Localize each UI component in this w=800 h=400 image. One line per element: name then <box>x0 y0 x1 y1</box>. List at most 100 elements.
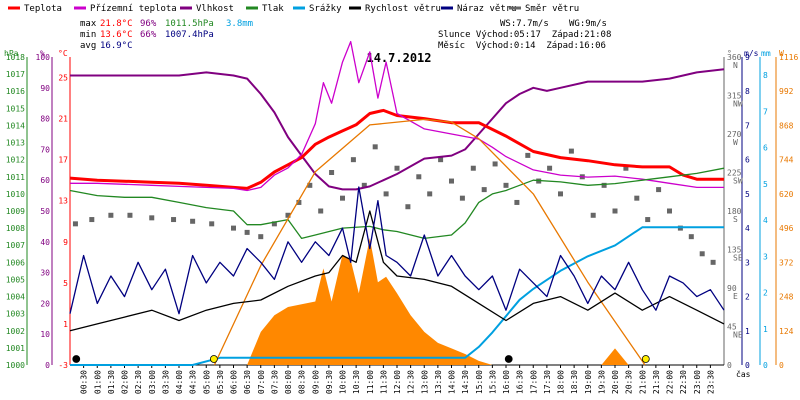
wind-direction-point-19 <box>361 182 367 188</box>
tick-pct-2: 80 <box>40 115 50 124</box>
legend-label-5: Rychlost větru <box>365 4 441 14</box>
wind-direction-point-44 <box>634 195 640 201</box>
tick-watt-9: 0 <box>779 361 784 370</box>
legend-label-2: Vlhkost <box>196 4 234 14</box>
axis-title-x: čas <box>736 369 751 379</box>
tick-x-4: 02:30 <box>134 370 143 394</box>
axis-title-deg: ° <box>727 49 732 58</box>
tick-temp-0: 25 <box>58 74 68 83</box>
wind-direction-point-4 <box>149 215 155 221</box>
wind-direction-point-41 <box>601 182 607 188</box>
tick-watt-5: 496 <box>779 224 794 233</box>
tick-x-25: 13:00 <box>420 370 429 394</box>
tick-x-18: 09:30 <box>325 370 334 394</box>
stat-min-label: min <box>80 30 96 40</box>
stat-sun: Slunce Východ:05:17 Západ:21:08 <box>438 30 611 40</box>
tick-hpa-2: 1016 <box>6 87 25 96</box>
tick-x-21: 11:00 <box>366 370 375 394</box>
stat-max-press: 1011.5hPa <box>165 19 214 29</box>
tick-x-36: 18:30 <box>570 370 579 394</box>
tick-x-38: 19:30 <box>597 370 606 394</box>
tick-temp-3: 13 <box>58 197 68 206</box>
tick-x-32: 16:30 <box>516 370 525 394</box>
wind-direction-point-12 <box>285 212 291 218</box>
tick-temp-2: 17 <box>58 156 68 165</box>
wind-direction-point-10 <box>258 234 264 240</box>
tick-temp-4: 9 <box>63 238 68 247</box>
tick-x-33: 17:00 <box>529 370 538 394</box>
tick-x-43: 22:00 <box>666 370 675 394</box>
tick-mm-7: 1 <box>763 325 768 334</box>
wind-direction-point-51 <box>710 259 716 265</box>
marker-sunrise <box>209 355 218 363</box>
tick-deg-3: 225 <box>727 169 742 178</box>
wind-direction-point-26 <box>438 157 444 163</box>
tick-watt-4: 620 <box>779 190 794 199</box>
axis-title-mm: mm <box>761 49 771 58</box>
legend-label-0: Teplota <box>24 4 62 14</box>
tick-x-45: 23:00 <box>693 370 702 394</box>
tick-x-31: 16:00 <box>502 370 511 394</box>
wind-direction-point-9 <box>244 229 250 235</box>
wind-direction-point-14 <box>307 182 313 188</box>
wind-direction-point-21 <box>383 191 389 197</box>
tick-x-9: 05:00 <box>202 370 211 394</box>
series-lines <box>69 40 725 366</box>
wind-direction-point-46 <box>656 187 662 193</box>
wind-direction-point-17 <box>340 195 345 201</box>
tick-hpa-13: 1005 <box>6 275 25 284</box>
wind-direction-point-3 <box>127 212 133 218</box>
tick-deg-0: 360 <box>727 53 742 62</box>
tick-x-27: 14:00 <box>448 370 457 394</box>
tick-ms-2: 7 <box>745 121 750 130</box>
wind-direction-point-5 <box>171 217 177 223</box>
tick-temp-7: -3 <box>58 361 68 370</box>
marker-moonrise <box>72 355 81 363</box>
tick-hpa-4: 1014 <box>6 121 25 130</box>
marker-moonset <box>504 355 513 363</box>
stat-moon: Měsíc Východ:0:14 Západ:16:06 <box>438 41 606 51</box>
tick-deg-dir-2: W <box>733 138 738 147</box>
legend-item-3: Tlak <box>246 4 284 14</box>
tick-deg-2: 270 <box>727 130 742 139</box>
tick-ms-3: 6 <box>745 156 750 165</box>
tick-mm-8: 0 <box>763 361 768 370</box>
wind-direction-point-32 <box>503 182 509 188</box>
stat-min-temp: 13.6°C <box>100 30 133 40</box>
stat-wg: WG:9m/s <box>569 19 607 29</box>
tick-pct-1: 90 <box>40 84 50 93</box>
wind-direction-point-8 <box>231 225 236 231</box>
tick-x-11: 06:00 <box>230 370 239 394</box>
series-sr-ky <box>70 226 724 366</box>
tick-ms-9: 0 <box>745 361 750 370</box>
wind-direction-point-28 <box>459 195 465 201</box>
tick-hpa-9: 1009 <box>6 207 25 216</box>
axis-title-ms: m/s <box>744 49 759 58</box>
tick-x-16: 08:30 <box>298 370 307 394</box>
tick-labels: 1018101710161015101410131012101110101009… <box>6 53 799 394</box>
series-radiace <box>213 118 646 366</box>
stat-avg-label: avg <box>80 41 96 51</box>
tick-pct-6: 40 <box>40 238 50 247</box>
tick-x-44: 22:30 <box>679 370 688 394</box>
tick-deg-dir-0: N <box>733 61 738 70</box>
tick-hpa-12: 1006 <box>6 258 25 267</box>
legend-label-7: Směr větru <box>525 4 579 14</box>
tick-watt-3: 744 <box>779 156 794 165</box>
tick-watt-6: 372 <box>779 258 794 267</box>
tick-x-2: 01:30 <box>107 370 116 394</box>
tick-x-13: 07:00 <box>257 370 266 394</box>
tick-deg-dir-5: SE <box>733 254 743 263</box>
wind-direction-point-47 <box>667 208 672 214</box>
tick-x-30: 15:30 <box>488 370 497 394</box>
tick-hpa-14: 1004 <box>6 293 25 302</box>
tick-hpa-10: 1008 <box>6 224 25 233</box>
tick-hpa-17: 1001 <box>6 344 25 353</box>
tick-deg-6: 90 <box>727 284 737 293</box>
legend-label-4: Srážky <box>309 4 342 14</box>
axis-title-pct: % <box>40 49 45 58</box>
tick-hpa-15: 1003 <box>6 310 25 319</box>
series-vlhkost <box>70 68 725 191</box>
tick-hpa-3: 1015 <box>6 104 25 113</box>
tick-deg-7: 45 <box>727 323 737 332</box>
